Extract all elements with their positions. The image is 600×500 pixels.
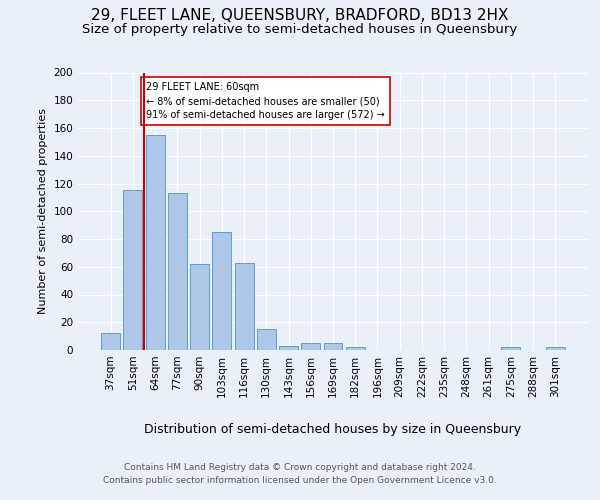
Bar — [346, 347, 365, 350]
Bar — [502, 347, 520, 350]
Bar — [257, 329, 276, 350]
Bar — [101, 334, 120, 350]
Y-axis label: Number of semi-detached properties: Number of semi-detached properties — [38, 108, 48, 314]
Text: 29 FLEET LANE: 60sqm
← 8% of semi-detached houses are smaller (50)
91% of semi-d: 29 FLEET LANE: 60sqm ← 8% of semi-detach… — [146, 82, 385, 120]
Bar — [124, 190, 142, 350]
Bar — [212, 232, 231, 350]
Bar — [235, 262, 254, 350]
Bar — [279, 346, 298, 350]
Text: Contains public sector information licensed under the Open Government Licence v3: Contains public sector information licen… — [103, 476, 497, 485]
Bar — [301, 343, 320, 350]
Bar — [168, 193, 187, 350]
Bar — [190, 264, 209, 350]
Text: Distribution of semi-detached houses by size in Queensbury: Distribution of semi-detached houses by … — [145, 422, 521, 436]
Bar — [146, 135, 164, 350]
Text: 29, FLEET LANE, QUEENSBURY, BRADFORD, BD13 2HX: 29, FLEET LANE, QUEENSBURY, BRADFORD, BD… — [91, 8, 509, 22]
Text: Size of property relative to semi-detached houses in Queensbury: Size of property relative to semi-detach… — [82, 22, 518, 36]
Bar — [546, 347, 565, 350]
Bar — [323, 343, 343, 350]
Text: Contains HM Land Registry data © Crown copyright and database right 2024.: Contains HM Land Registry data © Crown c… — [124, 462, 476, 471]
